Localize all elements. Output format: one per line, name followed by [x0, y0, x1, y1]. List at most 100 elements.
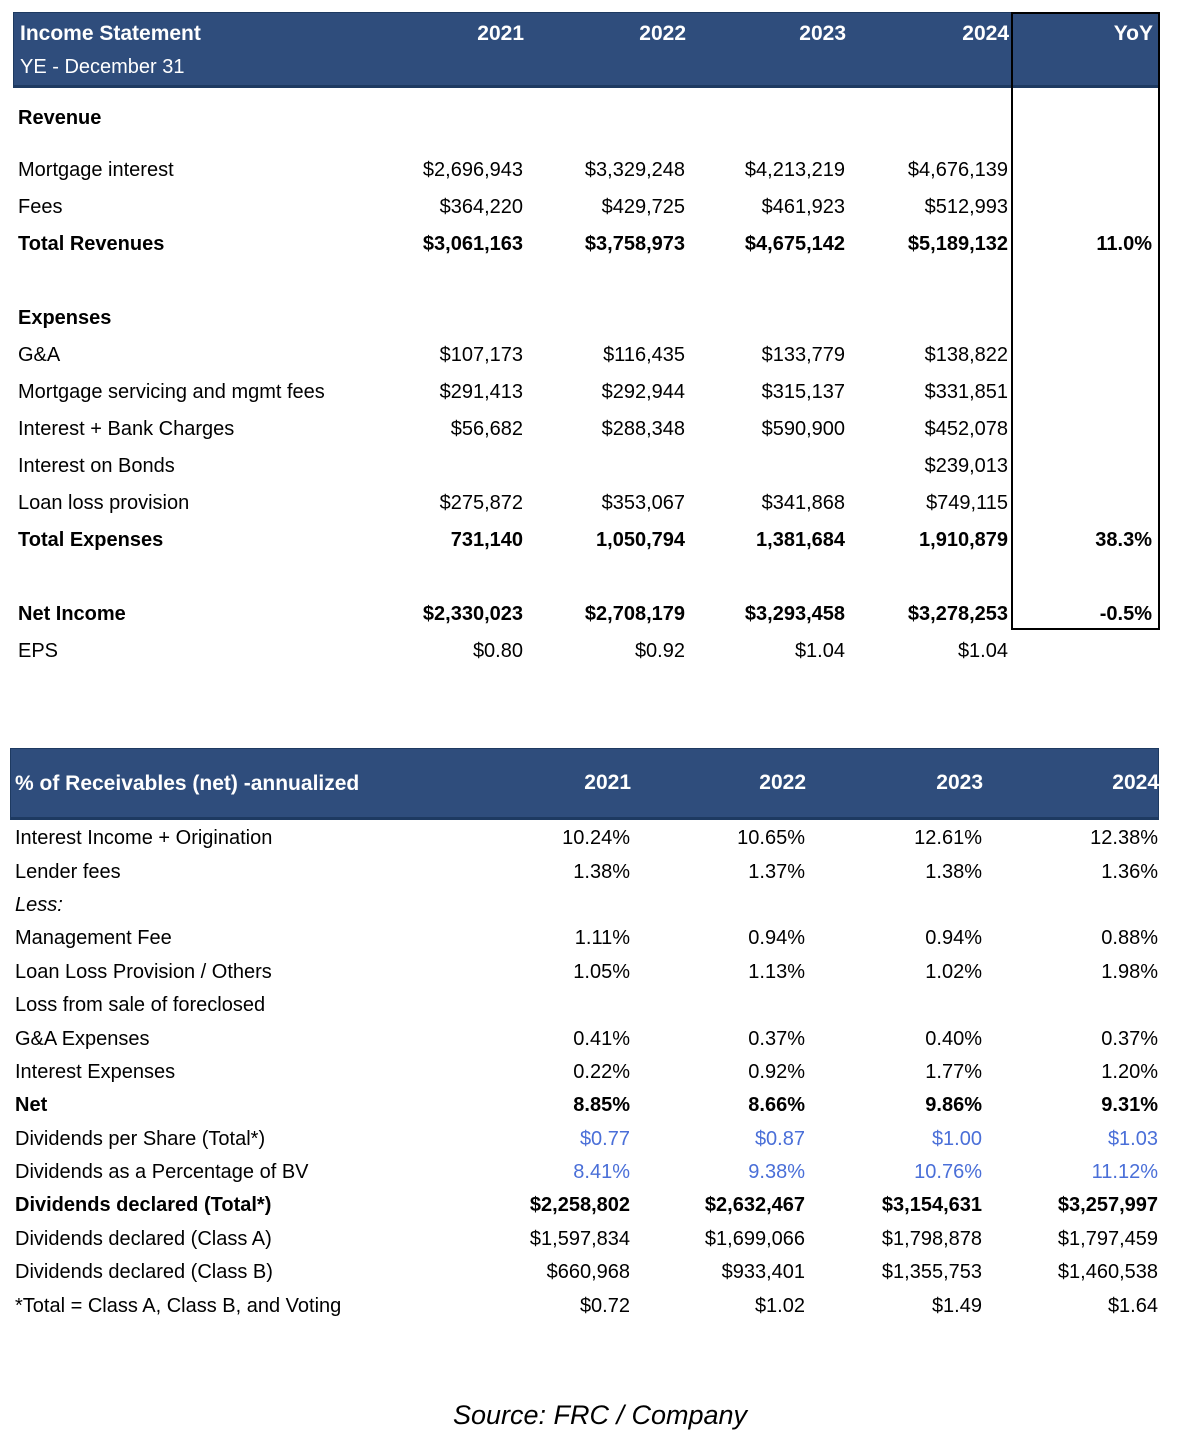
- income-statement-header-left: Income Statement YE - December 31: [14, 13, 362, 85]
- cell-value: $3,758,973: [584, 233, 685, 255]
- row-label: Dividends as a Percentage of BV: [15, 1161, 309, 1184]
- cell-value: $1,460,538: [1057, 1261, 1158, 1284]
- cell-value: $291,413: [439, 381, 523, 403]
- cell-value: $3,293,458: [744, 603, 845, 625]
- cell-value: $933,401: [721, 1261, 805, 1284]
- table-row: Net 8.85% 8.66% 9.86% 9.31%: [10, 1089, 1159, 1122]
- cell-value: $353,067: [601, 492, 685, 514]
- row-label: Loan Loss Provision / Others: [15, 960, 272, 983]
- column-header: 2024: [962, 22, 1009, 45]
- row-label: Dividends per Share (Total*): [15, 1127, 266, 1150]
- cell-value: 1,910,879: [919, 529, 1008, 551]
- table-row: G&A Expenses 0.41% 0.37% 0.40% 0.37%: [10, 1022, 1159, 1055]
- receivables-rows: Interest Income + Origination 10.24% 10.65…: [10, 820, 1159, 1323]
- table-row: Revenue: [13, 100, 1160, 137]
- cell-value: 1.11%: [574, 927, 630, 950]
- cell-value: $56,682: [450, 418, 523, 440]
- cell-value: 1.38%: [925, 860, 982, 883]
- income-statement-table: Income Statement YE - December 31 2021 20…: [13, 12, 1160, 670]
- cell-value: $331,851: [924, 381, 1008, 403]
- table-row: Interest Expenses 0.22% 0.92% 1.77% 1.20%: [10, 1056, 1159, 1089]
- cell-value: 9.38%: [748, 1161, 805, 1184]
- row-label: Interest on Bonds: [18, 455, 175, 477]
- column-header: 2023: [936, 771, 983, 794]
- income-statement-subtitle: YE - December 31: [20, 56, 185, 78]
- cell-value: 1.98%: [1101, 960, 1158, 983]
- cell-value: 8.66%: [748, 1094, 805, 1117]
- cell-value: $1.03: [1107, 1127, 1158, 1150]
- column-header: 2021: [477, 22, 524, 45]
- cell-value: $749,115: [926, 492, 1008, 514]
- table-row: Dividends per Share (Total*) $0.77 $0.87 $1…: [10, 1123, 1159, 1156]
- cell-value: $2,708,179: [584, 603, 685, 625]
- cell-value: $1.49: [931, 1294, 982, 1317]
- table-row: *Total = Class A, Class B, and Voting $0.…: [10, 1289, 1159, 1322]
- cell-value: 0.37%: [1101, 1027, 1158, 1050]
- cell-value: $364,220: [439, 196, 523, 218]
- cell-value: 0.88%: [1101, 927, 1158, 950]
- table-row: G&A $107,173 $116,435 $133,779 $138,822: [13, 337, 1160, 374]
- cell-value: $3,257,997: [1057, 1194, 1158, 1217]
- table-row: Less:: [10, 889, 1159, 922]
- cell-value: $1,798,878: [881, 1227, 982, 1250]
- cell-value: 1.20%: [1101, 1060, 1158, 1083]
- cell-value: 0.41%: [573, 1027, 630, 1050]
- cell-value: 731,140: [450, 529, 523, 551]
- cell-value: $107,173: [439, 344, 523, 366]
- cell-value: $0.77: [579, 1127, 630, 1150]
- row-label: Fees: [18, 196, 63, 218]
- table-row: Net Income $2,330,023 $2,708,179 $3,293,458…: [13, 596, 1160, 633]
- yoy-value: -0.5%: [1099, 603, 1152, 625]
- cell-value: $0.87: [754, 1127, 805, 1150]
- column-header: YoY: [1113, 22, 1153, 45]
- cell-value: $288,348: [601, 418, 685, 440]
- row-label: Interest + Bank Charges: [18, 418, 235, 440]
- cell-value: $1.02: [754, 1294, 805, 1317]
- row-label: Expenses: [18, 307, 112, 329]
- cell-value: $133,779: [761, 344, 845, 366]
- cell-value: $3,329,248: [584, 159, 685, 181]
- table-row: EPS $0.80 $0.92 $1.04 $1.04: [13, 633, 1160, 670]
- row-label: G&A Expenses: [15, 1027, 150, 1050]
- table-row: Expenses: [13, 300, 1160, 337]
- cell-value: 1,050,794: [596, 529, 685, 551]
- row-label: Interest Expenses: [15, 1060, 176, 1083]
- column-header: 2024: [1112, 771, 1159, 794]
- cell-value: $2,258,802: [529, 1194, 630, 1217]
- cell-value: $1.64: [1107, 1294, 1158, 1317]
- cell-value: 8.85%: [573, 1094, 630, 1117]
- cell-value: $0.80: [472, 640, 523, 662]
- spacer-row: [13, 263, 1160, 300]
- cell-value: 10.24%: [562, 827, 630, 850]
- cell-value: $138,822: [924, 344, 1008, 366]
- cell-value: 12.61%: [914, 827, 982, 850]
- row-label: Net Income: [18, 603, 126, 625]
- table-row: Loss from sale of foreclosed: [10, 989, 1159, 1022]
- cell-value: $275,872: [439, 492, 523, 514]
- table-row: Dividends declared (Class B) $660,968 $933…: [10, 1256, 1159, 1289]
- table-row: Interest on Bonds $239,013: [13, 448, 1160, 485]
- row-label: Less:: [15, 893, 63, 916]
- row-label: Management Fee: [15, 927, 172, 950]
- row-label: Mortgage servicing and mgmt fees: [18, 381, 325, 403]
- cell-value: $239,013: [924, 455, 1008, 477]
- cell-value: 1.77%: [925, 1060, 982, 1083]
- cell-value: 1.38%: [573, 860, 630, 883]
- cell-value: 1.13%: [748, 960, 805, 983]
- row-label: Dividends declared (Class A): [15, 1227, 272, 1250]
- cell-value: $292,944: [601, 381, 685, 403]
- cell-value: $4,675,142: [744, 233, 845, 255]
- table-row: Loan Loss Provision / Others 1.05% 1.13% 1.…: [10, 956, 1159, 989]
- table-row: Dividends declared (Class A) $1,597,834 $1…: [10, 1223, 1159, 1256]
- cell-value: 1.05%: [573, 960, 630, 983]
- cell-value: $660,968: [546, 1261, 630, 1284]
- column-header: 2022: [759, 771, 806, 794]
- cell-value: $1,797,459: [1057, 1227, 1158, 1250]
- row-label: Loan loss provision: [18, 492, 190, 514]
- row-label: G&A: [18, 344, 61, 366]
- cell-value: 10.76%: [914, 1161, 982, 1184]
- row-label: Total Revenues: [18, 233, 165, 255]
- income-statement-title: Income Statement: [20, 22, 201, 45]
- cell-value: $5,189,132: [907, 233, 1008, 255]
